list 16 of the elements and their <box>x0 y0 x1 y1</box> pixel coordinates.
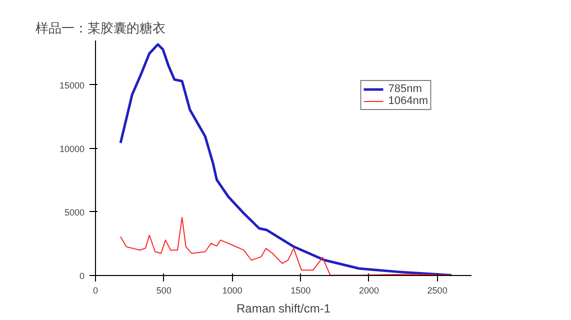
y-tick-label: 5000 <box>64 207 85 218</box>
legend-label: 785nm <box>388 83 422 95</box>
x-axis-title: Raman shift/cm-1 <box>236 302 331 316</box>
x-tick-label: 1500 <box>290 286 311 296</box>
x-tick-label: 2000 <box>358 286 379 296</box>
x-tick-label: 2500 <box>427 286 448 296</box>
chart-title: 样品一：某胶囊的糖衣 <box>36 20 166 36</box>
y-tick-label: 10000 <box>59 144 85 154</box>
x-tick-label: 1000 <box>222 286 242 296</box>
y-tick-label: 15000 <box>59 80 85 90</box>
legend-label: 1064nm <box>388 95 428 107</box>
line-series <box>120 216 452 276</box>
line-series <box>119 43 453 276</box>
x-tick-label: 0 <box>92 286 98 296</box>
y-tick-label: 0 <box>79 271 85 281</box>
x-tick-label: 500 <box>156 286 172 296</box>
